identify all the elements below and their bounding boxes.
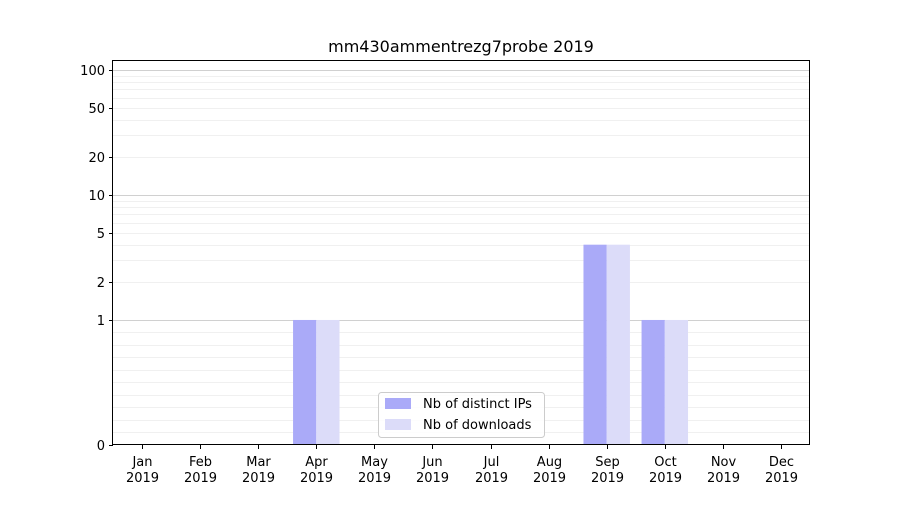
legend-label-distinct-ips: Nb of distinct IPs	[423, 397, 532, 412]
x-tick-label: 2019	[533, 471, 566, 486]
x-tick-label: 2019	[475, 471, 508, 486]
bar-downloads	[316, 319, 340, 445]
x-tick-label: 2019	[242, 471, 275, 486]
x-axis-ticks: Jan2019Feb2019Mar2019Apr2019May2019Jun20…	[126, 445, 798, 486]
x-tick-label: 2019	[416, 471, 449, 486]
bars	[293, 244, 689, 445]
x-tick-label: 2019	[649, 471, 682, 486]
x-tick-label: 2019	[591, 471, 624, 486]
x-tick-label: Jan	[131, 455, 152, 470]
legend-label-downloads: Nb of downloads	[423, 418, 532, 433]
legend-swatch-downloads	[385, 419, 411, 430]
bar-distinct-ips	[641, 319, 665, 445]
x-tick-label: 2019	[765, 471, 798, 486]
x-tick-label: Oct	[654, 455, 676, 470]
x-tick-label: Mar	[246, 455, 271, 470]
grid-lines	[113, 70, 810, 433]
x-tick-label: Feb	[189, 455, 212, 470]
bar-downloads	[606, 244, 630, 445]
x-tick-label: 2019	[184, 471, 217, 486]
y-tick-label: 100	[80, 64, 105, 79]
y-tick-label: 50	[88, 102, 105, 117]
x-tick-label: Dec	[769, 455, 794, 470]
x-tick-label: May	[361, 455, 388, 470]
y-tick-label: 10	[88, 189, 105, 204]
x-tick-label: 2019	[707, 471, 740, 486]
x-tick-label: Apr	[305, 455, 328, 470]
y-tick-label: 2	[97, 276, 105, 291]
legend: Nb of distinct IPs Nb of downloads	[378, 392, 545, 438]
plot-area-frame	[112, 60, 810, 445]
y-axis-ticks: 0 1 2 5 10 20 50 100	[80, 64, 113, 454]
bar-distinct-ips	[583, 244, 607, 445]
legend-box	[378, 392, 545, 438]
x-tick-label: Jun	[421, 455, 442, 470]
x-tick-label: Aug	[537, 455, 562, 470]
chart-title: mm430ammentrezg7probe 2019	[328, 37, 594, 56]
bar-downloads	[664, 319, 689, 445]
x-tick-label: 2019	[300, 471, 333, 486]
y-tick-label: 20	[88, 151, 105, 166]
legend-swatch-distinct-ips	[385, 398, 411, 409]
x-tick-label: Sep	[595, 455, 620, 470]
y-tick-label: 5	[97, 227, 105, 242]
y-tick-label: 0	[97, 439, 105, 454]
x-tick-label: 2019	[358, 471, 391, 486]
y-tick-label: 1	[97, 314, 105, 329]
bar-distinct-ips	[293, 319, 317, 445]
x-tick-label: 2019	[126, 471, 159, 486]
x-tick-label: Jul	[483, 455, 500, 470]
x-tick-label: Nov	[711, 455, 737, 470]
